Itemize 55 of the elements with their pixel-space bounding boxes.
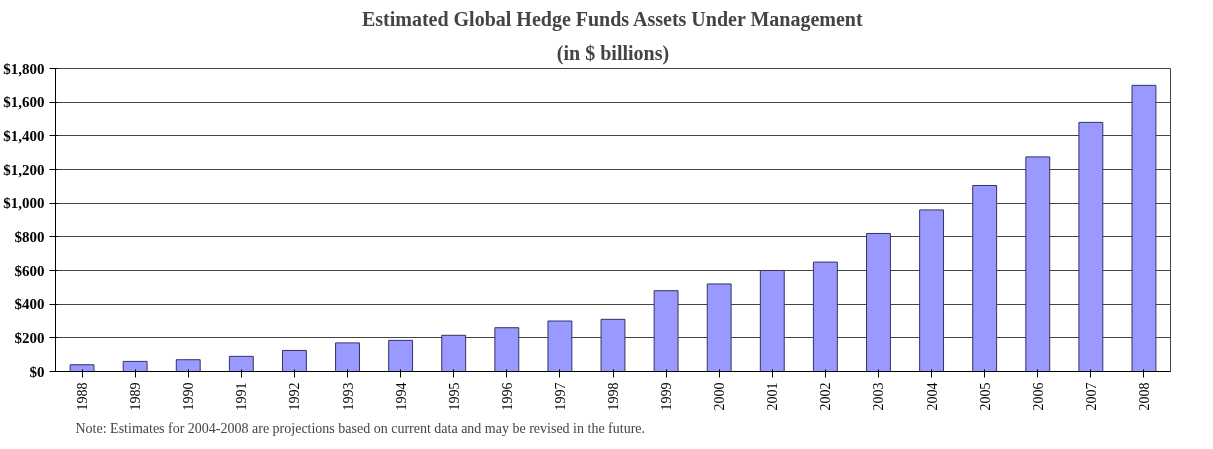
x-tick-label: 2007 xyxy=(1083,382,1099,411)
y-tick-label: $1,200 xyxy=(3,161,45,178)
x-tick-label: 1994 xyxy=(393,382,409,411)
x-tick-label: 1993 xyxy=(340,382,356,411)
bar xyxy=(1025,156,1051,372)
bar xyxy=(919,209,945,372)
bar xyxy=(122,360,148,372)
x-tick-label: 1995 xyxy=(446,382,462,411)
bar xyxy=(281,349,307,372)
x-tick-label: 1996 xyxy=(499,382,515,411)
x-tick-label: 2003 xyxy=(871,382,887,411)
x-tick-label: 2004 xyxy=(924,382,940,411)
x-tick-label: 1997 xyxy=(552,382,568,411)
y-tick-label: $1,600 xyxy=(3,94,45,111)
x-tick-label: 2006 xyxy=(1030,382,1046,411)
x-tick-label: 2008 xyxy=(1136,382,1152,411)
x-tick-label: 2005 xyxy=(977,382,993,411)
text: Note: Estimates for 2004-2008 are projections based on current data and may be revised in the future. xyxy=(75,420,646,436)
bar xyxy=(441,334,467,372)
bar xyxy=(335,342,360,372)
y-tick-label: $1,000 xyxy=(3,195,45,212)
bar xyxy=(547,320,573,372)
bar xyxy=(600,318,626,372)
x-tick-label: 2002 xyxy=(818,382,834,411)
chart-title: Estimated Global Hedge Funds Assets Under Management xyxy=(361,7,863,31)
bar xyxy=(1131,84,1157,372)
x-tick-label: 1988 xyxy=(75,382,91,411)
bar xyxy=(175,359,201,372)
bar xyxy=(866,232,891,372)
y-tick-label: $600 xyxy=(14,262,45,279)
bar xyxy=(69,364,95,372)
bar xyxy=(494,327,520,372)
bar xyxy=(653,290,679,372)
x-tick-label: 1999 xyxy=(659,382,675,411)
bar xyxy=(759,270,785,372)
bar xyxy=(972,184,998,372)
x-tick-label: 2000 xyxy=(712,382,728,411)
x-tick-label: 1992 xyxy=(287,382,303,411)
y-tick-label: $1,800 xyxy=(3,60,45,77)
bar xyxy=(812,261,838,372)
bar xyxy=(1078,121,1104,372)
bar xyxy=(706,283,732,372)
y-tick-label: $0 xyxy=(29,363,45,380)
y-tick-label: $400 xyxy=(14,296,45,313)
y-tick-label: $200 xyxy=(14,329,45,346)
x-tick-label: 1991 xyxy=(234,382,250,411)
x-tick-label: 2001 xyxy=(765,382,781,411)
bar xyxy=(228,355,254,372)
y-tick-label: $1,400 xyxy=(3,127,45,144)
x-tick-label: 1998 xyxy=(606,382,621,411)
chart-subtitle: (in $ billions) xyxy=(556,41,670,65)
x-tick-label: 1989 xyxy=(128,382,144,411)
y-tick-label: $800 xyxy=(14,228,45,245)
x-tick-label: 1990 xyxy=(181,382,197,411)
bar xyxy=(388,339,414,372)
